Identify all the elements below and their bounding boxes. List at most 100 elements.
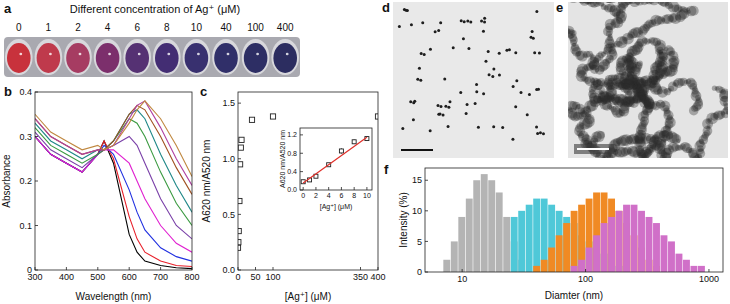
nanoparticle <box>416 78 419 81</box>
histogram-bar <box>571 266 578 272</box>
well-rim <box>212 39 240 75</box>
concentration-label: 100 <box>247 22 264 33</box>
aggregate-blob <box>593 131 605 143</box>
histogram-bar <box>503 217 510 272</box>
nanoparticle <box>483 21 486 24</box>
y-tick <box>425 210 428 211</box>
highlight <box>108 53 111 55</box>
histogram-bar <box>563 223 570 272</box>
panel-letter: f <box>384 162 389 177</box>
well <box>96 43 120 73</box>
figure: aDifferent concentration of Ag⁺ (μM)0124… <box>0 0 730 304</box>
y-tick <box>238 270 241 271</box>
x-tick-label: 10 <box>363 192 371 199</box>
y-tick-label: 0.5 <box>222 210 235 220</box>
plot-frame <box>425 168 723 272</box>
histogram-bar <box>578 260 585 272</box>
histogram-bar <box>571 211 578 272</box>
nanoparticle <box>465 112 468 115</box>
nanoparticle <box>475 83 478 86</box>
x-tick <box>315 187 316 190</box>
histogram-bar <box>586 248 593 272</box>
scale-bar <box>577 148 609 150</box>
nanoparticle <box>452 46 455 49</box>
nanoparticle <box>535 10 538 13</box>
histogram-bar <box>608 199 615 272</box>
nanoparticle <box>447 106 450 109</box>
aggregate-blob <box>583 2 595 4</box>
highlight <box>197 53 200 55</box>
x-tick-label: 0 <box>235 272 240 282</box>
nanoparticle <box>535 88 538 91</box>
y-axis-label: Intensity (%) <box>398 192 409 248</box>
x-axis-label: Diamter (nm) <box>545 290 603 301</box>
inset-bg <box>300 128 372 190</box>
nanoparticle <box>447 125 450 128</box>
data-point <box>238 145 243 150</box>
scale-bar-bg <box>574 144 614 154</box>
spectrum-line <box>35 110 192 212</box>
plot-area <box>443 174 705 272</box>
histogram-bar <box>676 254 683 272</box>
nanoparticle <box>539 131 542 134</box>
spectrum-line <box>35 137 192 267</box>
aggregate-blob <box>568 2 579 3</box>
nanoparticle <box>459 91 462 94</box>
x-tick <box>366 187 367 190</box>
scale-bar <box>401 149 433 151</box>
well-rim <box>5 39 33 75</box>
nanoparticle <box>492 68 495 71</box>
x-tick <box>255 267 256 270</box>
histogram-bar <box>608 217 615 272</box>
x-tick-label: 8 <box>352 192 356 199</box>
nanoparticle <box>491 75 494 78</box>
aggregate-blob <box>608 85 613 90</box>
nanoparticle <box>512 85 515 88</box>
nanoparticle <box>434 30 437 33</box>
y-tick <box>35 270 38 271</box>
caption: Different concentration of Ag⁺ (μM) <box>70 3 240 15</box>
nanoparticle <box>531 30 534 33</box>
x-tick <box>192 267 193 270</box>
nanoparticle <box>398 25 401 28</box>
concentration-label: 8 <box>164 22 170 33</box>
spectrum-line <box>35 132 192 239</box>
y-tick <box>425 180 428 181</box>
aggregate-blob <box>591 2 601 3</box>
well-rim <box>183 39 211 75</box>
histogram-bar <box>616 211 623 272</box>
tem-background <box>568 2 728 158</box>
highlight <box>286 53 289 55</box>
y-tick <box>238 158 241 159</box>
nanoparticle <box>429 129 432 132</box>
nanoparticle <box>535 125 538 128</box>
x-tick <box>66 267 67 270</box>
concentration-label: 400 <box>277 22 294 33</box>
x-axis-label: [Ag⁺] (μM) <box>320 203 353 211</box>
histogram-bar <box>563 217 570 272</box>
nanoparticle <box>412 118 415 121</box>
y-axis-label: A620 nm/A520 nm <box>279 130 286 188</box>
nanoparticle <box>448 100 451 103</box>
histogram-bar <box>481 174 488 272</box>
concentration-label: 40 <box>220 22 232 33</box>
concentration-label: 1 <box>46 22 52 33</box>
nanoparticle <box>420 52 423 55</box>
x-tick-label: 50 <box>250 272 260 282</box>
x-tick <box>360 267 361 270</box>
histogram-bar <box>661 235 668 272</box>
x-tick-label: 700 <box>153 272 168 282</box>
y-tick <box>35 92 38 93</box>
nanoparticle <box>498 74 501 77</box>
nanoparticle <box>480 20 483 23</box>
concentration-label: 2 <box>75 22 81 33</box>
concentration-label: 10 <box>191 22 203 33</box>
x-tick <box>35 267 36 270</box>
x-tick-label: 600 <box>122 272 137 282</box>
histogram-bar <box>601 192 608 272</box>
x-tick-label: 400 <box>370 272 385 282</box>
histogram-bar <box>691 266 698 272</box>
highlight <box>19 53 22 55</box>
well-rim <box>153 39 181 75</box>
nanoparticle <box>483 17 486 20</box>
